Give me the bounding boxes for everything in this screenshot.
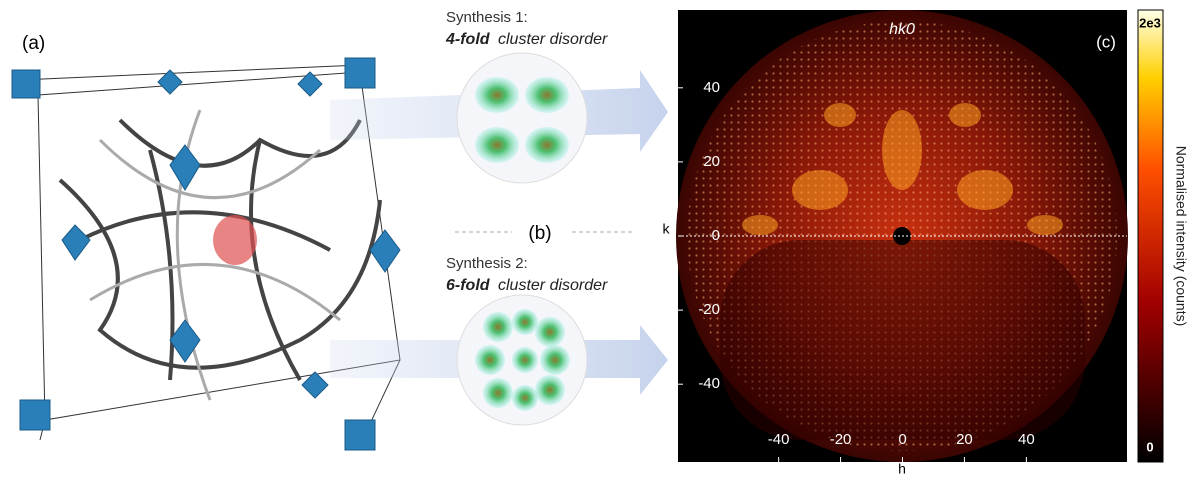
panel-label: (b): [528, 223, 551, 244]
synthesis-title: Synthesis 2:: [446, 255, 528, 272]
y-tick-label: 40: [703, 79, 720, 96]
colorbar-label: Normalised intensity (counts): [1173, 146, 1189, 327]
panel-label: (a): [22, 33, 45, 54]
colorbar: [1138, 10, 1163, 462]
caption-rest: cluster disorder: [498, 277, 608, 294]
y-tick-label: -40: [698, 375, 720, 392]
x-tick-label: 0: [898, 431, 906, 448]
emphasis: 4-fold: [445, 31, 491, 48]
synthesis-title: Synthesis 1:: [446, 9, 528, 26]
y-axis-label: k: [663, 221, 671, 237]
x-tick-label: -20: [830, 431, 852, 448]
figure: (a) (b) Synthesis 1: 4-fold cluster diso…: [0, 0, 1190, 477]
caption-rest: cluster disorder: [498, 31, 608, 48]
colorbar-tick-label: 0: [1146, 439, 1153, 454]
framework-drawing: (a): [12, 33, 400, 450]
colorbar-tick-label: 2e3: [1139, 15, 1161, 30]
chart-title: hk0: [889, 21, 915, 38]
synthesis-caption: 6-fold cluster disorder: [446, 277, 608, 294]
x-tick-label: -40: [768, 431, 790, 448]
x-tick-label: 40: [1018, 431, 1035, 448]
y-tick-label: -20: [698, 301, 720, 318]
disorder-panel: (b) Synthesis 1: 4-fold cluster disorder…: [330, 9, 668, 425]
y-tick-label: 20: [703, 153, 720, 170]
y-tick-label: 0: [712, 227, 720, 244]
synthesis-caption: 4-fold cluster disorder: [445, 31, 608, 48]
panel-label: (c): [1096, 32, 1116, 51]
x-axis-label: h: [898, 461, 906, 477]
x-tick-label: 20: [956, 431, 973, 448]
emphasis: 6-fold: [446, 277, 491, 294]
